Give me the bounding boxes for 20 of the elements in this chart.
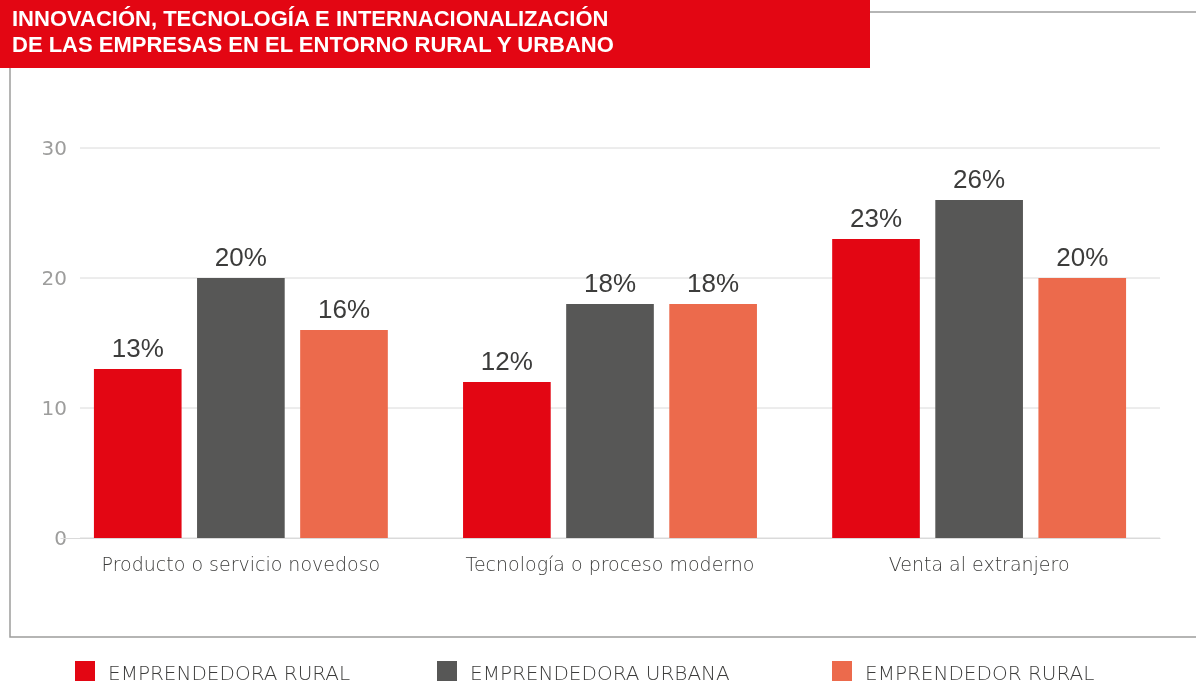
x-tick-label: Producto o servicio novedoso bbox=[101, 553, 381, 576]
x-tick-label: Venta al extranjero bbox=[888, 553, 1070, 576]
data-label: 12% bbox=[480, 346, 533, 376]
data-label: 18% bbox=[687, 268, 740, 298]
y-tick-label: 30 bbox=[41, 135, 67, 160]
data-label: 20% bbox=[1056, 242, 1109, 272]
data-label: 16% bbox=[317, 294, 371, 324]
data-label: 26% bbox=[953, 164, 1006, 194]
legend-label: EMPRENDEDORA URBANA bbox=[470, 661, 731, 685]
chart-title: INNOVACIÓN, TECNOLOGÍA E INTERNACIONALIZACIÓN DE LAS EMPRESAS EN EL ENTORNO RURAL Y URBANO bbox=[12, 6, 614, 57]
data-label: 23% bbox=[849, 203, 903, 233]
legend-label: EMPRENDEDOR RURAL bbox=[865, 661, 1095, 685]
data-label: 13% bbox=[111, 333, 164, 363]
data-label: 18% bbox=[583, 268, 637, 298]
y-tick-label: 10 bbox=[41, 395, 67, 420]
y-tick-label: 0 bbox=[54, 525, 67, 550]
x-tick-label: Tecnología o proceso moderno bbox=[465, 553, 755, 576]
data-label: 20% bbox=[214, 242, 267, 272]
legend-label: EMPRENDEDORA RURAL bbox=[108, 661, 351, 685]
y-tick-label: 20 bbox=[41, 265, 67, 290]
